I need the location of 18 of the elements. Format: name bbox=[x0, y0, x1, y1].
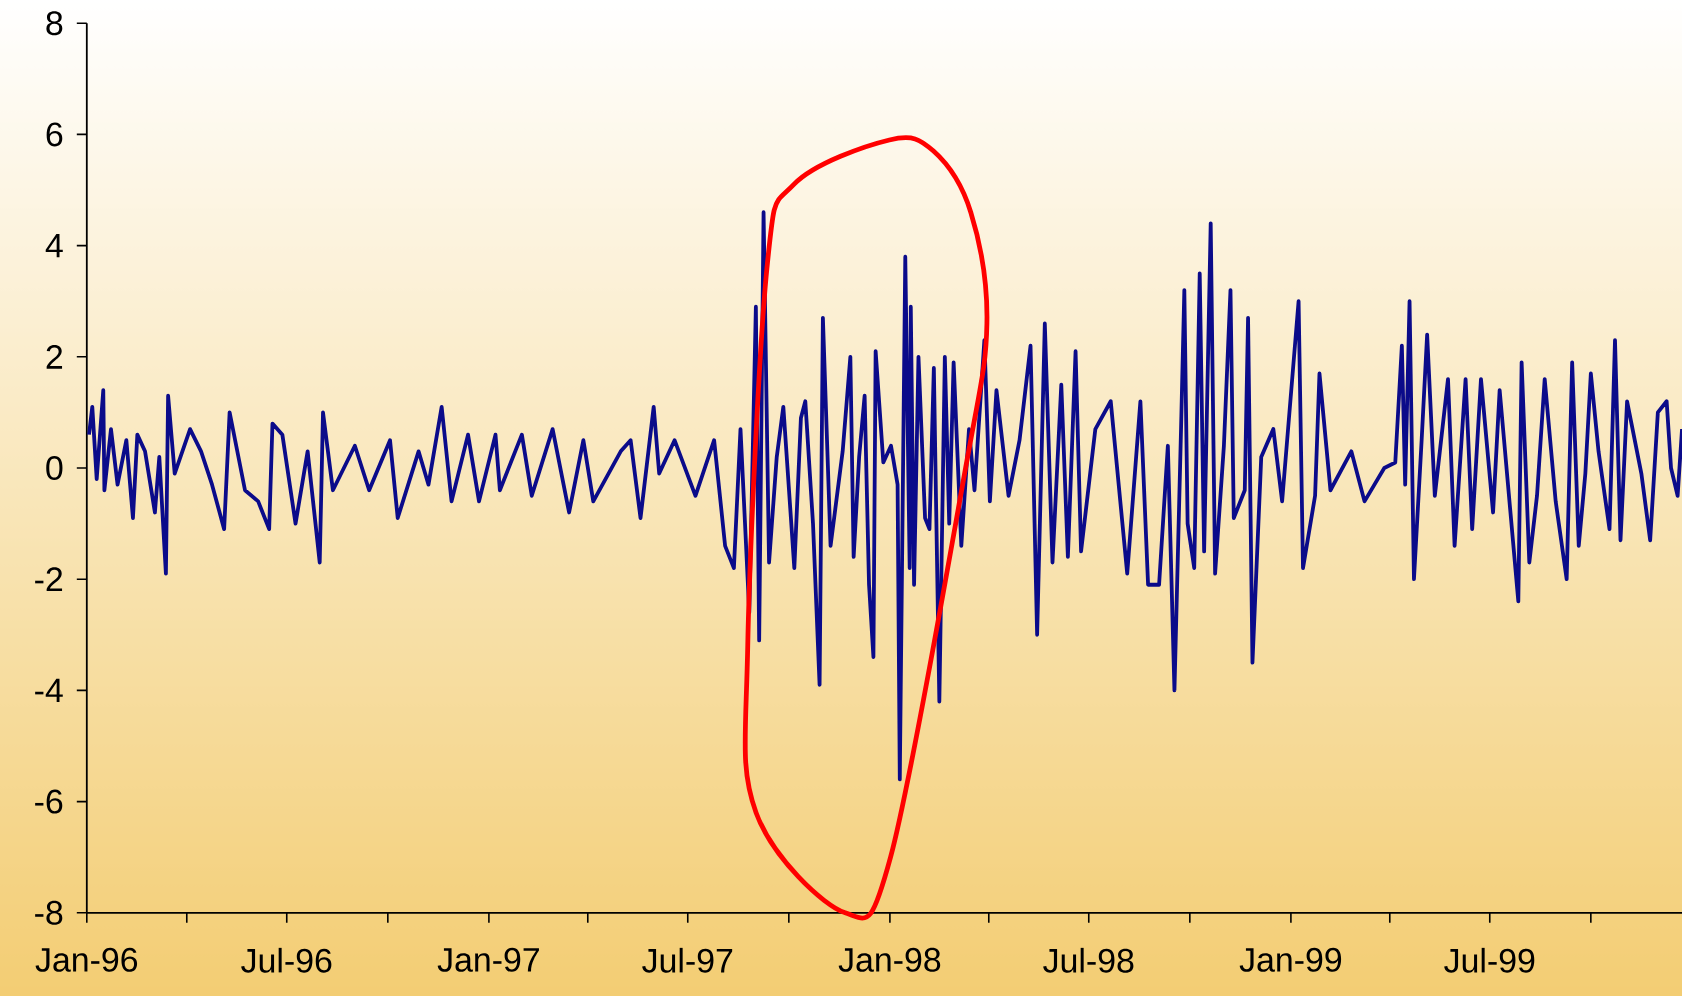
y-tick-label: -2 bbox=[35, 567, 63, 592]
x-tick-label: Jan-97 bbox=[437, 947, 539, 972]
x-tick-label: Jul-97 bbox=[642, 947, 733, 973]
y-tick-label: -8 bbox=[35, 900, 63, 925]
x-tick-label: Jan-96 bbox=[35, 947, 138, 972]
y-tick-label: 8 bbox=[46, 11, 63, 36]
x-tick-label: Jul-99 bbox=[1444, 947, 1535, 973]
y-tick-label: 0 bbox=[46, 456, 63, 481]
x-tick-label: Jul-98 bbox=[1043, 947, 1134, 973]
y-tick-label: 4 bbox=[45, 233, 63, 258]
y-tick-label: -6 bbox=[35, 789, 63, 814]
x-tick-label: Jan-98 bbox=[838, 947, 941, 972]
x-tick-label: Jan-99 bbox=[1239, 947, 1342, 972]
x-tick-label: Jul-96 bbox=[241, 947, 332, 973]
line-series bbox=[87, 210, 1682, 782]
y-tick-label: -4 bbox=[35, 678, 63, 703]
y-tick-label: 2 bbox=[46, 344, 63, 369]
y-tick-label: 6 bbox=[46, 122, 63, 147]
